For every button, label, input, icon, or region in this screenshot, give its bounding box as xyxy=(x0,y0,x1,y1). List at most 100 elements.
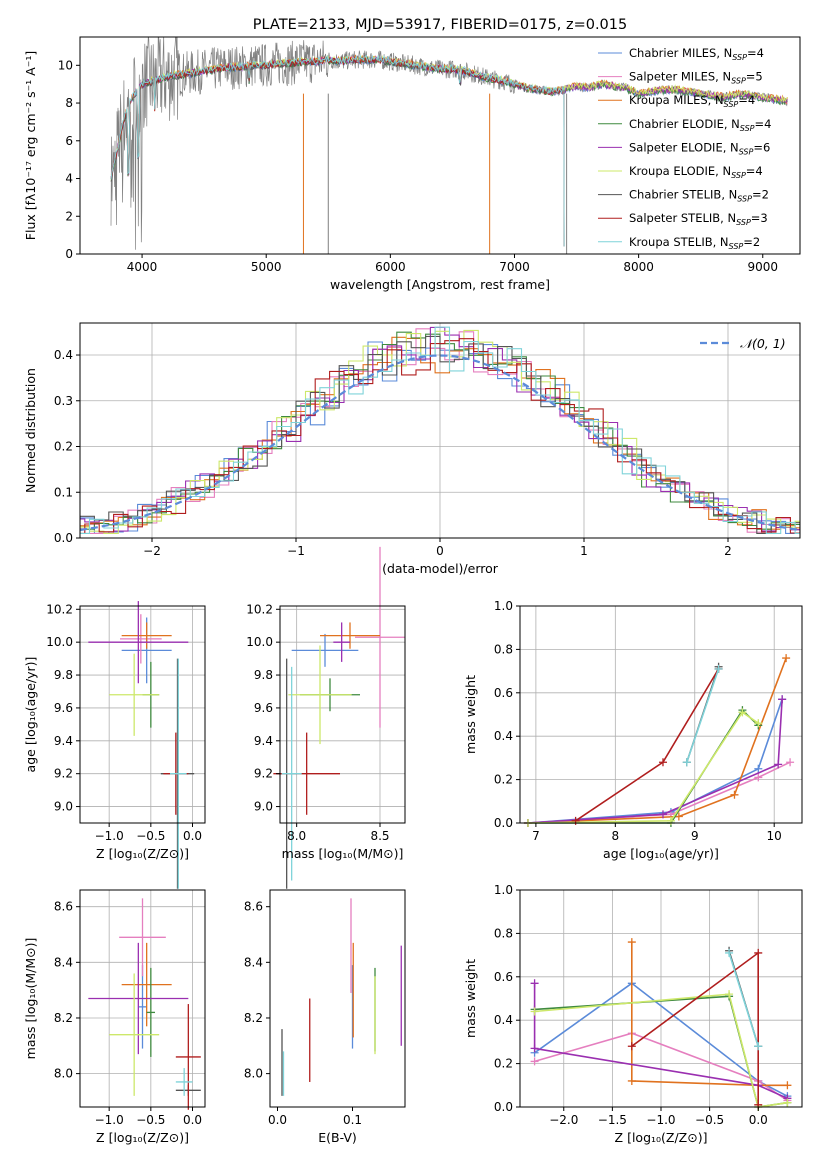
errorbar-point xyxy=(291,633,359,667)
x-tick-label: 10 xyxy=(767,829,782,843)
x-tick-label: 8000 xyxy=(623,260,654,274)
spectrum-chart: PLATE=2133, MJD=53917, FIBERID=0175, z=0… xyxy=(23,17,801,292)
y-tick-label: 8.2 xyxy=(244,1011,263,1025)
x-tick-label: −2 xyxy=(143,544,161,558)
axes-frame xyxy=(79,36,801,255)
y-tick-label: 10.0 xyxy=(246,635,273,649)
residual-histogram xyxy=(80,335,800,534)
x-tick-label: −1.0 xyxy=(95,829,124,843)
y-tick-label: 8.6 xyxy=(244,900,263,914)
weight-point xyxy=(530,1057,539,1066)
y-tick-label: 0.6 xyxy=(494,970,513,984)
x-tick-label: 7000 xyxy=(499,260,530,274)
weight-series xyxy=(728,952,759,1047)
y-tick-label: 10.2 xyxy=(246,602,273,616)
weight-point xyxy=(530,979,539,988)
x-axis-label: Z [log₁₀(Z/Z⊙)] xyxy=(96,846,189,861)
x-tick-label: −1 xyxy=(287,544,305,558)
errorbar-point xyxy=(175,1068,193,1096)
normal-reference-curve xyxy=(80,354,800,532)
y-tick-label: 9.4 xyxy=(54,734,73,748)
y-axis-label: mass weight xyxy=(463,959,478,1038)
x-tick-label: 9 xyxy=(691,829,699,843)
y-tick-label: 8.6 xyxy=(54,900,73,914)
x-tick-label: 7 xyxy=(532,829,540,843)
y-tick-label: 8.0 xyxy=(54,1067,73,1081)
weight-series xyxy=(527,657,787,824)
y-tick-label: 0.0 xyxy=(54,531,73,545)
weight_vs_Z-chart: −2.0 −1.5 −1.0 −0.5 0.0 0.0 0.2 0.4 0.6 0.8 1.0 Z [… xyxy=(463,883,803,1145)
errorbar-point xyxy=(146,967,155,1057)
x-axis-label: wavelength [Angstrom, rest frame] xyxy=(330,277,550,292)
errorbar-point xyxy=(109,653,160,736)
weight-point xyxy=(658,810,667,819)
weight-point xyxy=(774,760,783,769)
x-tick-label: −2.0 xyxy=(549,1113,578,1127)
y-tick-label: 9.2 xyxy=(254,767,273,781)
y-tick-label: 0.0 xyxy=(494,816,513,830)
y-axis-label: Normed distribution xyxy=(23,368,38,493)
y-tick-label: 8.0 xyxy=(244,1067,263,1081)
y-tick-label: 9.8 xyxy=(254,668,273,682)
x-axis-label: E(B-V) xyxy=(318,1130,357,1145)
y-tick-label: 2 xyxy=(65,209,73,223)
x-axis-label: Z [log₁₀(Z/Z⊙)] xyxy=(96,1130,189,1145)
y-axis-label: mass weight xyxy=(463,675,478,754)
weight-point xyxy=(754,764,763,773)
x-tick-label: 9000 xyxy=(747,260,778,274)
errorbar-point xyxy=(88,942,189,1055)
weight-point xyxy=(783,1081,792,1090)
x-tick-label: 1 xyxy=(580,544,588,558)
y-tick-label: 9.4 xyxy=(254,734,273,748)
weight-series xyxy=(533,983,788,1100)
errorbar-point xyxy=(138,965,147,1049)
residual-histogram xyxy=(80,338,800,534)
model-spectrum xyxy=(110,54,565,247)
weight-point xyxy=(627,1042,636,1051)
legend-entry: Salpeter ELODIE, NSSP=6 xyxy=(629,140,770,156)
x-tick-label: 2 xyxy=(724,544,732,558)
legend-entry: Chabrier ELODIE, NSSP=4 xyxy=(629,117,771,133)
y-tick-label: 9.2 xyxy=(54,767,73,781)
x-tick-label: −1.0 xyxy=(95,1113,124,1127)
y-tick-label: 6 xyxy=(65,134,73,148)
weight-point xyxy=(782,654,791,663)
weight-series xyxy=(534,982,788,1097)
x-tick-label: 0 xyxy=(436,544,444,558)
y-tick-label: 9.0 xyxy=(54,800,73,814)
y-tick-label: 9.6 xyxy=(254,701,273,715)
weight-series xyxy=(527,699,783,824)
legend-entry: Kroupa ELODIE, NSSP=4 xyxy=(629,164,763,180)
weight-point xyxy=(627,1076,636,1085)
weight-series xyxy=(527,708,759,824)
weight-point xyxy=(786,758,795,767)
axes-frame xyxy=(79,605,206,824)
residual-histogram xyxy=(80,326,800,534)
weight-point xyxy=(725,990,734,999)
x-axis-label: mass [log₁₀(M/M⊙)] xyxy=(282,846,404,861)
y-tick-label: 0.4 xyxy=(494,729,513,743)
x-axis-label: age [log₁₀(age/yr)] xyxy=(603,846,719,861)
weight-series xyxy=(575,668,720,822)
legend-entry: Kroupa STELIB, NSSP=2 xyxy=(629,235,760,251)
x-tick-label: 0.0 xyxy=(183,1113,202,1127)
y-tick-label: 0.2 xyxy=(54,440,73,454)
y-tick-label: 0.2 xyxy=(494,1057,513,1071)
model-spectrum xyxy=(110,55,565,247)
x-axis-label: Z [log₁₀(Z/Z⊙)] xyxy=(615,1130,708,1145)
errorbar-point xyxy=(88,601,189,684)
x-tick-label: −0.5 xyxy=(136,1113,165,1127)
legend-entry: 𝒩(0, 1) xyxy=(740,336,786,351)
errorbar-point xyxy=(121,942,172,1027)
residuals-chart: −2 −1 0 1 2 0.0 0.1 0.2 0.3 0.4 (data-model)/error… xyxy=(23,322,801,576)
y-tick-label: 0.6 xyxy=(494,686,513,700)
weight-point xyxy=(754,1042,763,1051)
y-tick-label: 10 xyxy=(58,58,73,72)
age_vs_Z-chart: −1.0 −0.5 0.0 9.0 9.2 9.4 9.6 9.8 10.0 10.2 Z [log… xyxy=(23,601,206,889)
x-tick-label: −0.5 xyxy=(136,829,165,843)
x-tick-label: 4000 xyxy=(127,260,158,274)
x-tick-label: 5000 xyxy=(251,260,282,274)
x-tick-label: 8.5 xyxy=(370,829,389,843)
weight-point xyxy=(738,708,747,717)
